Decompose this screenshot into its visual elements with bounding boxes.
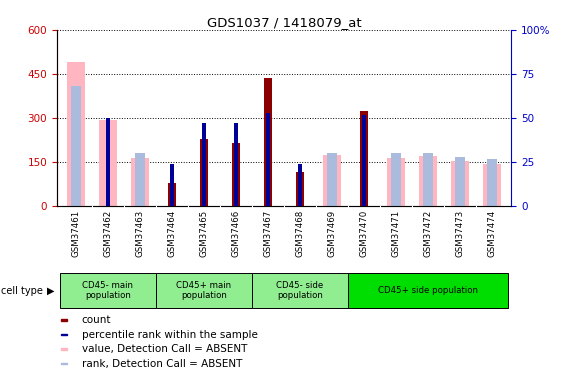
Text: GSM37473: GSM37473 [456,210,465,257]
Text: ▶: ▶ [47,286,54,296]
Bar [362,115,366,206]
Bar [296,172,303,206]
Text: GSM37470: GSM37470 [360,210,369,257]
FancyBboxPatch shape [60,273,156,308]
Text: GSM37468: GSM37468 [295,210,304,257]
Text: GSM37464: GSM37464 [168,210,177,257]
Bar [170,164,174,206]
Text: CD45- side
population: CD45- side population [277,281,324,300]
Bar [106,118,110,206]
Bar [61,334,67,335]
Bar [266,113,270,206]
Bar [298,164,302,206]
Text: GSM37465: GSM37465 [199,210,208,257]
Text: count: count [82,315,111,326]
Bar [487,159,497,206]
Bar [419,156,437,206]
Text: cell type: cell type [1,286,43,296]
Text: GSM37463: GSM37463 [136,210,144,257]
Bar [169,183,176,206]
Bar [61,363,67,364]
Bar [201,139,207,206]
Text: GSM37474: GSM37474 [487,210,496,257]
Text: CD45+ main
population: CD45+ main population [177,281,232,300]
Bar [61,348,67,350]
Text: GSM37462: GSM37462 [103,210,112,257]
Bar [135,153,145,206]
Bar [323,155,341,206]
Text: GSM37472: GSM37472 [424,210,432,257]
Text: GSM37461: GSM37461 [72,210,81,257]
Bar [451,161,469,206]
Text: CD45- main
population: CD45- main population [82,281,133,300]
Bar [483,164,501,206]
Text: CD45+ side population: CD45+ side population [378,286,478,295]
Bar [131,158,149,206]
Bar [361,111,367,206]
Bar [327,153,337,206]
FancyBboxPatch shape [252,273,348,308]
Bar [265,78,272,206]
Text: GSM37466: GSM37466 [232,210,240,257]
Bar [423,153,433,206]
Bar [233,123,239,206]
Title: GDS1037 / 1418079_at: GDS1037 / 1418079_at [207,16,361,29]
Text: GSM37471: GSM37471 [391,210,400,257]
Text: percentile rank within the sample: percentile rank within the sample [82,330,258,340]
Bar [61,320,67,321]
Bar [391,153,401,206]
Bar [71,86,81,206]
Bar [455,157,465,206]
Text: rank, Detection Call = ABSENT: rank, Detection Call = ABSENT [82,359,242,369]
FancyBboxPatch shape [348,273,508,308]
Bar [232,143,240,206]
Bar [202,123,206,206]
Text: GSM37467: GSM37467 [264,210,273,257]
Text: value, Detection Call = ABSENT: value, Detection Call = ABSENT [82,345,247,354]
FancyBboxPatch shape [156,273,252,308]
Bar [99,120,117,206]
Bar [387,158,405,206]
Text: GSM37469: GSM37469 [328,210,336,256]
Bar [67,62,85,206]
